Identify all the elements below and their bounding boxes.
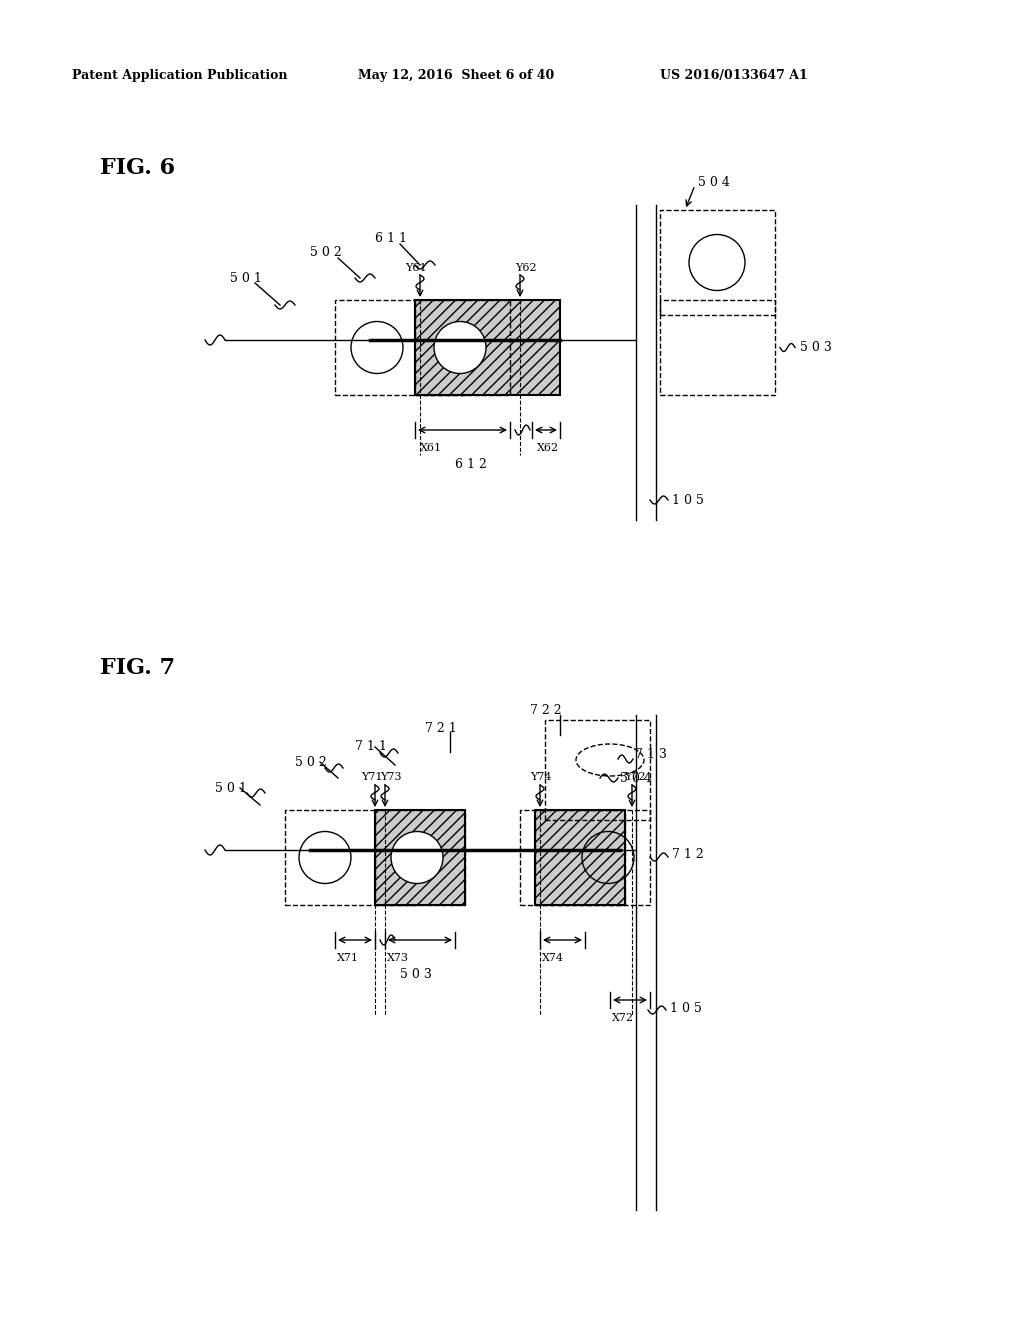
Text: 1 0 5: 1 0 5	[670, 1002, 701, 1015]
Bar	[660, 300, 775, 395]
Bar	[535, 810, 625, 906]
Text: 5 0 1: 5 0 1	[230, 272, 262, 285]
Text: 6 1 2: 6 1 2	[455, 458, 486, 471]
Text: Y73: Y73	[380, 772, 401, 781]
Text: 5 0 1: 5 0 1	[215, 781, 247, 795]
Text: Patent Application Publication: Patent Application Publication	[72, 69, 288, 82]
Bar	[375, 810, 465, 906]
Bar	[545, 719, 650, 820]
Bar	[535, 810, 625, 906]
Bar	[415, 300, 510, 395]
Text: 6 1 1: 6 1 1	[375, 231, 407, 244]
Text: 5 0 2: 5 0 2	[295, 755, 327, 768]
Text: 7 2 2: 7 2 2	[530, 704, 561, 717]
Text: US 2016/0133647 A1: US 2016/0133647 A1	[660, 69, 808, 82]
Text: 5 0 2: 5 0 2	[310, 246, 342, 259]
Text: 7 1 1: 7 1 1	[355, 741, 387, 754]
Circle shape	[434, 322, 486, 374]
Text: FIG. 7: FIG. 7	[100, 657, 175, 678]
Text: Y74: Y74	[530, 772, 552, 781]
Text: X71: X71	[337, 953, 359, 964]
Text: May 12, 2016  Sheet 6 of 40: May 12, 2016 Sheet 6 of 40	[358, 69, 554, 82]
Text: 5 0 3: 5 0 3	[400, 969, 432, 982]
Text: X74: X74	[542, 953, 564, 964]
Text: FIG. 6: FIG. 6	[100, 157, 175, 180]
Circle shape	[391, 832, 443, 883]
Text: X61: X61	[420, 444, 442, 453]
Text: X62: X62	[537, 444, 559, 453]
Text: 5 0 3: 5 0 3	[800, 341, 831, 354]
Text: X73: X73	[387, 953, 409, 964]
Text: 1 0 5: 1 0 5	[672, 494, 703, 507]
Text: Y61: Y61	[406, 263, 427, 273]
Bar	[660, 210, 775, 315]
Text: X72: X72	[612, 1012, 634, 1023]
Text: 7 1 2: 7 1 2	[672, 849, 703, 862]
Text: Y71: Y71	[361, 772, 383, 781]
Text: 5 0 4: 5 0 4	[698, 176, 730, 189]
Text: Y62: Y62	[515, 263, 537, 273]
Bar	[520, 810, 650, 906]
Bar	[415, 300, 560, 395]
Bar	[285, 810, 415, 906]
Text: Y72: Y72	[624, 772, 645, 781]
Text: 7 1 3: 7 1 3	[635, 747, 667, 760]
Bar	[375, 810, 465, 906]
Bar	[335, 300, 465, 395]
Text: 5 0 4: 5 0 4	[620, 771, 652, 784]
Text: 7 2 1: 7 2 1	[425, 722, 457, 734]
